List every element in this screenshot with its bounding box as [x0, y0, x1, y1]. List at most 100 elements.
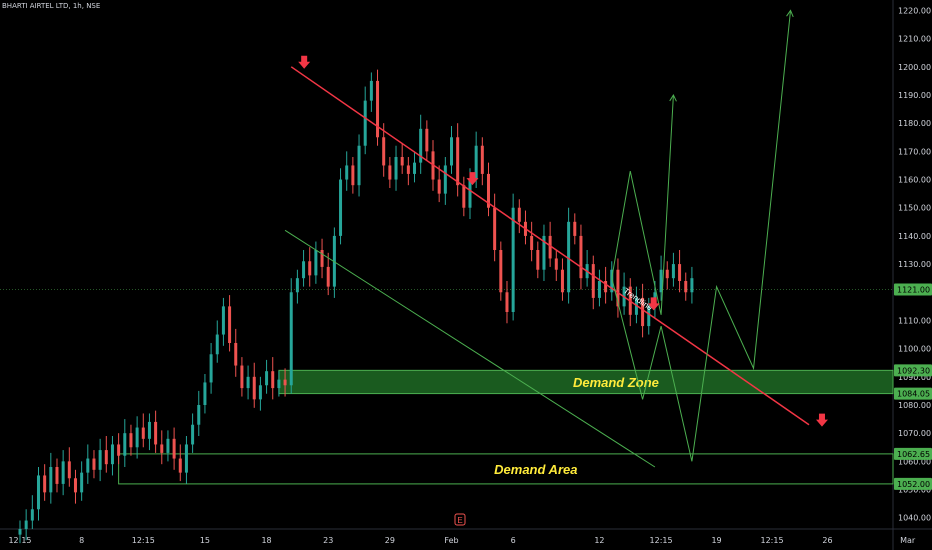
candle-body: [474, 145, 478, 180]
price-tag: [894, 447, 932, 460]
y-tick-label: 1210.00: [898, 35, 931, 44]
candle-body: [376, 80, 380, 138]
trendline[interactable]: [290, 66, 810, 426]
channel-lower-line[interactable]: [284, 229, 656, 468]
x-tick-label: 12:15: [132, 536, 155, 545]
candle-body: [240, 365, 244, 389]
candle-body: [573, 221, 577, 236]
chart-title: BHARTI AIRTEL LTD, 1h, NSE: [2, 2, 101, 10]
candle-body: [110, 444, 114, 465]
resistance-arrow-icon: [466, 172, 479, 186]
candle-body: [197, 405, 201, 425]
price-tag: [894, 477, 932, 490]
candle-body: [369, 80, 373, 101]
candle-body: [560, 269, 564, 293]
candle-body: [517, 207, 521, 222]
candle-body: [295, 278, 299, 293]
projection-arrowhead: [786, 9, 794, 18]
candle-body: [129, 433, 133, 448]
candle-body: [610, 269, 614, 293]
candle-body: [86, 458, 90, 473]
candle-body: [468, 179, 472, 208]
candle-body: [135, 427, 139, 448]
candle-body: [147, 421, 151, 439]
candle-body: [160, 444, 164, 453]
candle-body: [394, 157, 398, 180]
candle-body: [98, 450, 102, 470]
x-tick-label: 19: [711, 536, 721, 545]
candle-body: [314, 250, 318, 276]
candle-body: [363, 100, 367, 146]
candle-body: [67, 461, 71, 479]
candle-body: [104, 450, 108, 465]
candle-body: [283, 379, 287, 386]
zone-label: Demand Area: [494, 462, 577, 477]
candle-body: [36, 475, 40, 510]
earnings-marker-letter: E: [457, 516, 462, 525]
y-tick-label: 1170.00: [898, 147, 931, 156]
candle-body: [117, 444, 121, 456]
candle-body: [671, 264, 675, 279]
x-tick-label: Mar: [900, 536, 916, 545]
candle-body: [289, 292, 293, 386]
candle-body: [166, 438, 170, 453]
candle-body: [678, 264, 682, 281]
x-tick-label: 18: [261, 536, 271, 545]
candle-body: [437, 179, 441, 194]
candle-body: [690, 278, 694, 293]
candle-body: [511, 207, 515, 312]
candle-body: [462, 185, 466, 208]
y-tick-label: 1200.00: [898, 63, 931, 72]
candle-body: [450, 137, 453, 166]
candle-body: [339, 179, 343, 236]
price-tag-label: 1084.05: [897, 390, 930, 399]
candle-body: [80, 472, 84, 493]
candle-body: [480, 145, 484, 174]
y-tick-label: 1140.00: [898, 232, 931, 241]
candle-body: [203, 382, 207, 405]
candle-body: [234, 343, 238, 366]
price-tag-label: 1062.65: [897, 450, 930, 459]
candle-body: [141, 427, 145, 439]
projection-arrowhead: [669, 93, 677, 102]
candle-body: [499, 250, 503, 293]
candle-body: [554, 258, 558, 270]
candle-body: [665, 269, 669, 279]
candle-body: [265, 371, 269, 386]
candle-body: [591, 264, 595, 298]
candle-body: [252, 376, 256, 400]
y-tick-label: 1160.00: [898, 176, 931, 185]
candle-body: [641, 297, 645, 327]
candle-body: [271, 371, 275, 389]
y-tick-label: 1070.00: [898, 429, 931, 438]
projection-path[interactable]: [611, 94, 674, 315]
x-tick-label: 6: [511, 536, 516, 545]
price-tag-label: 1121.00: [897, 285, 930, 294]
candle-body: [246, 376, 250, 389]
candle-body: [18, 529, 22, 535]
candle-body: [228, 306, 232, 343]
candle-body: [536, 250, 540, 270]
candle-body: [493, 207, 497, 250]
candle-body: [184, 444, 188, 473]
price-tag: [894, 387, 932, 400]
candle-body: [659, 269, 663, 293]
candle-body: [548, 235, 552, 259]
y-tick-label: 1060.00: [898, 457, 931, 466]
y-tick-label: 1220.00: [898, 6, 931, 15]
candle-body: [486, 173, 490, 208]
candle-body: [505, 292, 509, 312]
demand-area[interactable]: [118, 453, 894, 485]
y-tick-label: 1110.00: [898, 316, 931, 325]
earnings-marker-icon[interactable]: [454, 513, 466, 526]
candle-body: [215, 334, 219, 355]
candle-body: [413, 162, 417, 174]
candle-body: [382, 137, 386, 166]
x-tick-label: 26: [822, 536, 832, 545]
projection-path[interactable]: [611, 10, 792, 462]
y-tick-label: 1090.00: [898, 373, 931, 382]
candle-body: [388, 165, 392, 180]
y-tick-label: 1180.00: [898, 119, 931, 128]
price-tag: [894, 364, 932, 377]
